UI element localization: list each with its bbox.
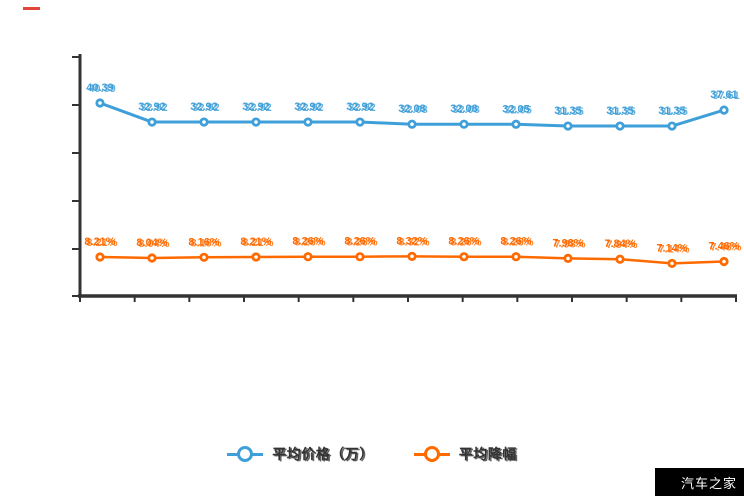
chart-legend: 平均价格（万） 平均降幅 [0,444,744,464]
avg-price-point-center [254,120,258,124]
watermark-autohome: 汽车之家 [655,468,744,496]
avg-discount-point-center [462,254,466,259]
avg-discount-data-label: 8.26% [344,236,375,248]
avg-discount-data-label: 8.21% [240,236,271,248]
avg-price-point-center [358,120,362,124]
avg-price-point-center [410,122,414,126]
avg-discount-data-label-ghost: 8.26% [294,237,325,249]
legend-label-avg-discount: 平均降幅 [458,446,517,462]
avg-discount-data-label-ghost: 7.46% [710,242,741,254]
avg-price-data-label-ghost: 40.39 [88,83,116,95]
legend-item-avg-discount: 平均降幅 [413,444,517,464]
avg-discount-data-label-ghost: 7.84% [606,239,637,251]
avg-price-data-label-ghost: 32.05 [504,104,532,116]
avg-price-data-label: 32.92 [294,101,322,113]
avg-price-point-center [462,122,466,126]
avg-discount-series: 8.21%8.21% 8.04%8.04% 8.16%8.16% 8.21%8.21%… [84,235,742,269]
avg-price-data-label-ghost: 31.35 [660,106,688,118]
avg-price-data-label: 32.08 [398,103,426,115]
avg-discount-data-label: 8.26% [292,236,323,248]
axes [72,54,737,302]
avg-discount-data-label: 8.32% [396,235,427,247]
avg-price-data-label: 31.35 [658,105,686,117]
avg-discount-data-label: 8.26% [500,236,531,248]
avg-price-data-label: 32.92 [346,101,374,113]
avg-discount-data-label: 8.04% [136,237,167,249]
avg-discount-point-center [566,256,570,261]
avg-price-point-center [722,108,726,112]
avg-price-data-label: 32.92 [138,101,166,113]
avg-discount-point-center [254,255,258,259]
avg-discount-data-label-ghost: 8.26% [450,237,481,249]
avg-price-data-label: 32.92 [242,101,270,113]
avg-price-point-center [202,120,206,124]
avg-discount-data-label: 7.98% [552,237,583,249]
avg-discount-data-label-ghost: 7.14% [658,243,689,255]
legend-marker-blue-icon [227,452,264,456]
red-dash-decoration [23,7,40,10]
avg-discount-data-label-ghost: 8.04% [138,238,169,250]
avg-price-point-center [566,124,570,128]
avg-discount-data-label: 8.21% [84,236,115,248]
avg-price-data-label-ghost: 32.92 [244,102,272,114]
avg-discount-point-center [202,255,206,260]
avg-discount-point-center [410,254,414,259]
avg-price-point-center [514,122,518,127]
avg-price-data-label: 32.92 [190,101,218,113]
avg-discount-point-center [722,259,726,264]
avg-price-data-label: 37.61 [710,89,738,101]
avg-discount-point-center [618,257,622,262]
avg-price-point-center [150,120,154,124]
avg-discount-data-label: 7.46% [708,241,739,253]
legend-label-avg-price: 平均价格（万） [272,446,374,462]
avg-discount-data-label: 8.16% [188,236,219,248]
avg-price-data-label-ghost: 32.08 [452,104,480,116]
avg-price-data-label: 40.39 [86,82,114,94]
avg-price-data-label-ghost: 31.35 [556,106,584,118]
avg-price-data-label: 31.35 [606,105,634,117]
avg-price-point-center [670,124,674,128]
avg-discount-data-label: 8.26% [448,236,479,248]
avg-price-point-center [306,120,310,124]
avg-price-data-label: 32.08 [450,103,478,115]
avg-discount-data-label-ghost: 7.98% [554,238,585,250]
avg-discount-point-center [150,256,154,260]
avg-discount-data-label: 7.14% [656,242,687,254]
avg-price-point-center [98,101,102,105]
avg-discount-data-label: 7.84% [604,238,635,250]
avg-price-data-label-ghost: 32.92 [140,102,168,114]
legend-item-avg-price: 平均价格（万） [227,444,374,464]
avg-price-point-center [618,124,622,128]
avg-discount-point-center [98,255,102,259]
avg-price-data-label-ghost: 32.92 [296,102,324,114]
avg-discount-data-label-ghost: 8.32% [398,236,429,248]
avg-price-data-label-ghost: 31.35 [608,106,636,118]
avg-price-data-label: 31.35 [554,105,582,117]
avg-price-data-label-ghost: 32.08 [400,104,428,116]
avg-price-data-label-ghost: 37.61 [712,90,740,102]
avg-discount-data-label-ghost: 8.21% [86,237,117,249]
avg-price-data-label: 32.05 [502,103,530,115]
avg-discount-point-center [306,254,310,259]
legend-marker-orange-icon [413,452,450,456]
avg-discount-data-label-ghost: 8.16% [190,237,221,249]
avg-discount-data-label-ghost: 8.26% [502,237,533,249]
avg-price-data-label-ghost: 32.92 [192,102,220,114]
avg-discount-data-label-ghost: 8.21% [242,237,273,249]
avg-discount-point-center [670,261,674,266]
avg-discount-point-center [514,254,518,259]
avg-discount-point-center [358,254,362,259]
avg-discount-data-label-ghost: 8.26% [346,237,377,249]
avg-price-data-label-ghost: 32.92 [348,102,376,114]
